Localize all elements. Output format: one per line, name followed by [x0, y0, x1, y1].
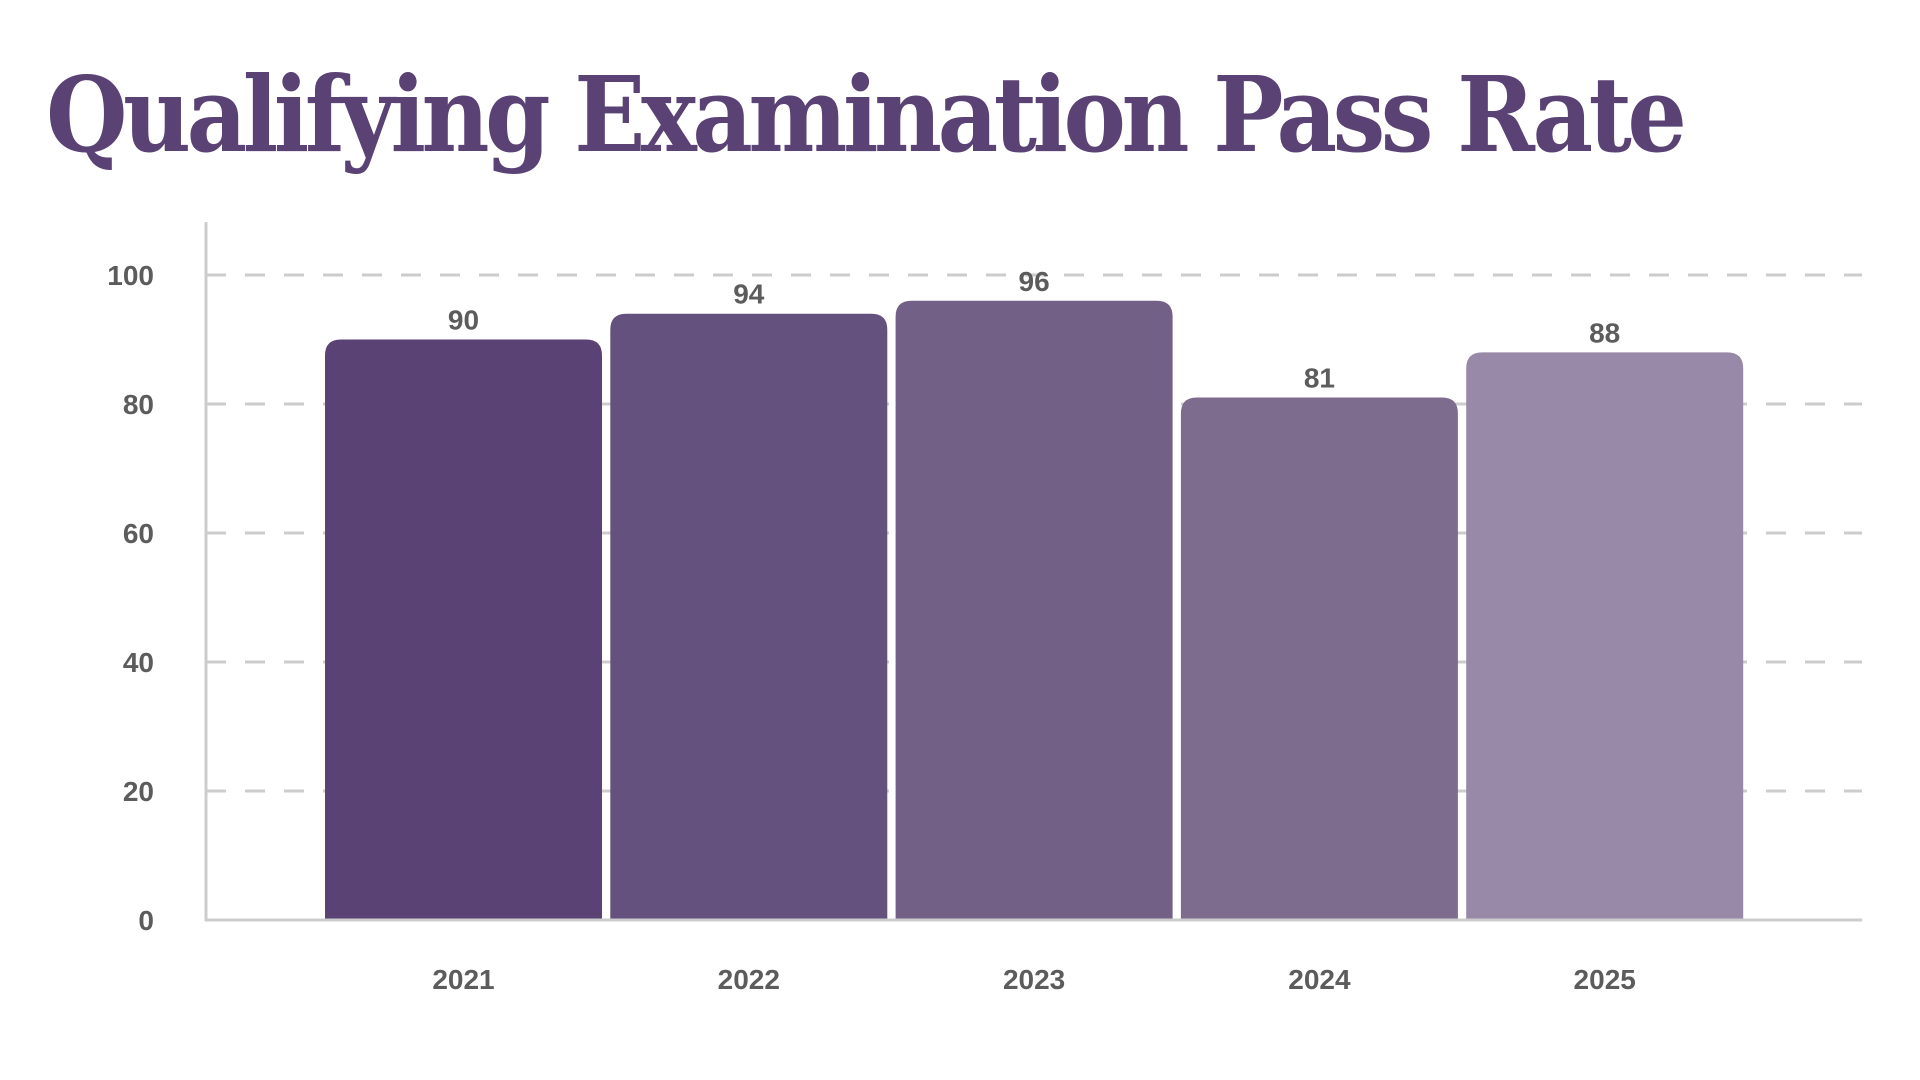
y-axis-ticks: 0 20 40 60 80 100 — [107, 260, 154, 936]
data-label: 88 — [1589, 317, 1620, 348]
x-tick-label: 2023 — [1003, 964, 1065, 995]
data-label: 81 — [1304, 363, 1335, 394]
bars — [325, 300, 1744, 920]
y-tick-label: 80 — [123, 389, 154, 420]
bar-2022 — [610, 313, 888, 920]
x-tick-label: 2022 — [718, 964, 780, 995]
bar-2024 — [1180, 397, 1458, 920]
x-tick-label: 2021 — [432, 964, 494, 995]
data-labels: 90 94 96 81 88 — [448, 266, 1620, 394]
chart-title: Qualifying Examination Pass Rate — [46, 53, 1687, 176]
x-tick-label: 2025 — [1574, 964, 1636, 995]
bar-2025 — [1466, 352, 1744, 920]
y-tick-label: 0 — [138, 905, 154, 936]
x-tick-label: 2024 — [1288, 964, 1351, 995]
y-tick-label: 20 — [123, 776, 154, 807]
bar-2021 — [325, 339, 602, 920]
y-tick-label: 60 — [123, 518, 154, 549]
y-tick-label: 40 — [123, 647, 154, 678]
bar-2023 — [895, 300, 1173, 920]
data-label: 96 — [1019, 266, 1050, 297]
x-axis-ticks: 2021 2022 2023 2024 2025 — [432, 964, 1635, 995]
data-label: 94 — [733, 279, 765, 310]
y-tick-label: 100 — [107, 260, 154, 291]
data-label: 90 — [448, 305, 479, 336]
